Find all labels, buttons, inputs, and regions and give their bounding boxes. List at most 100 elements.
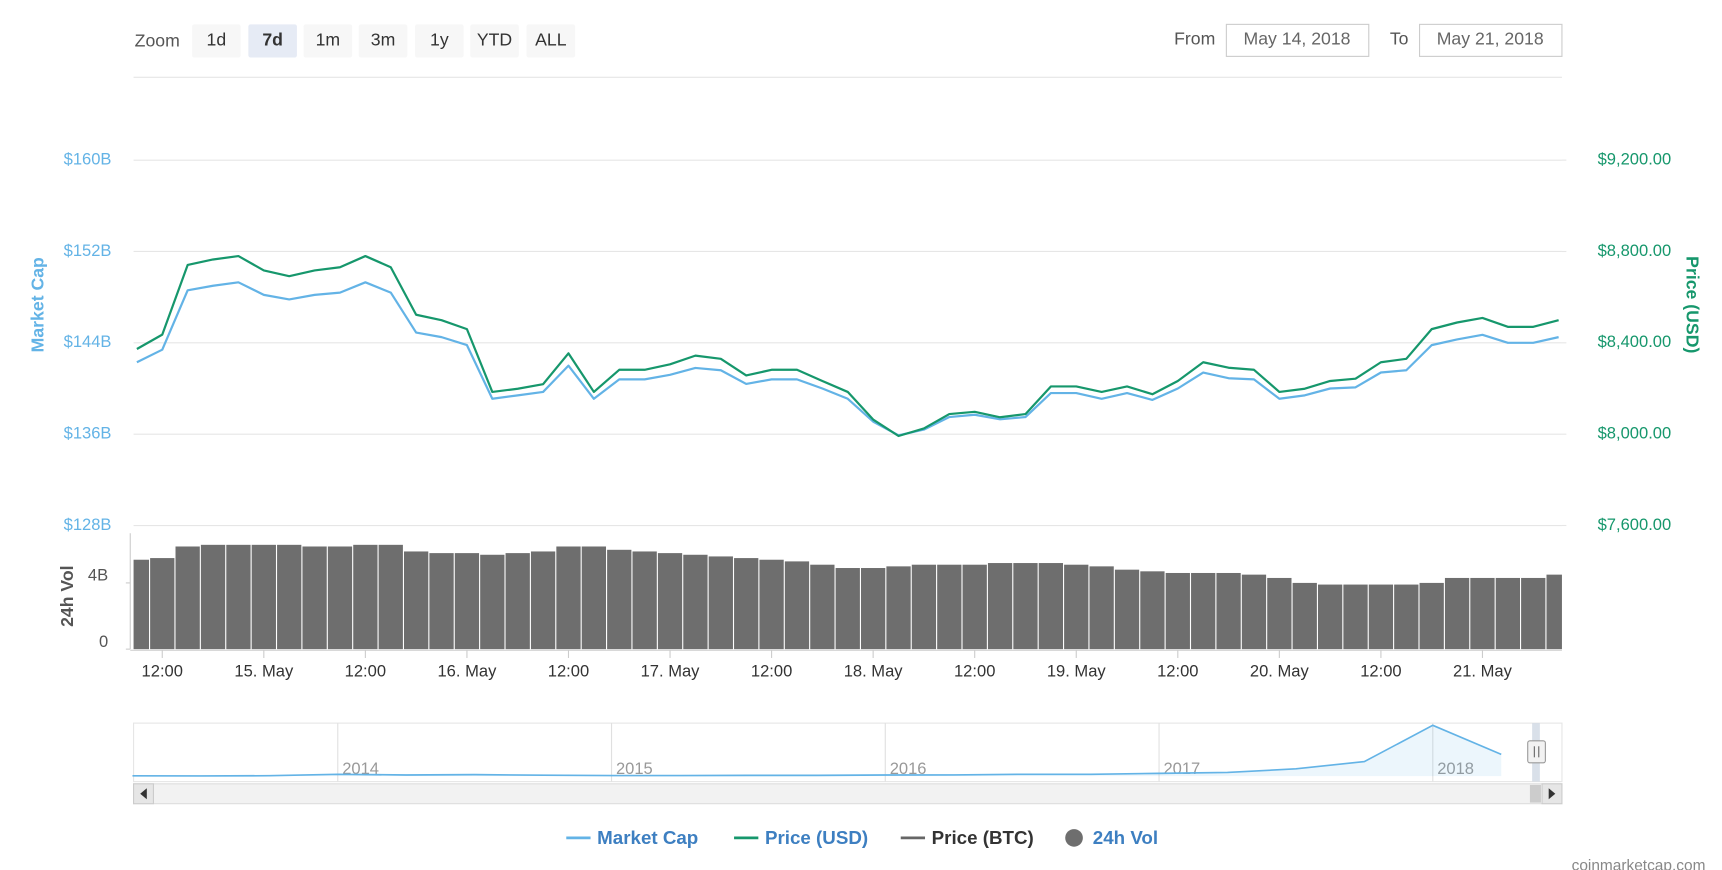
navigator-handle[interactable] (1527, 740, 1546, 764)
volume-bar (378, 544, 403, 650)
volume-bar (1241, 574, 1267, 650)
x-tick-label: 12:00 (1360, 662, 1401, 681)
zoom-button-label[interactable]: 1m (316, 30, 341, 50)
scrollbar[interactable] (133, 783, 1563, 805)
zoom-button[interactable] (358, 24, 408, 58)
zoom-button-label[interactable]: 1y (430, 30, 449, 50)
price-lines (136, 254, 1559, 438)
y-tick-label: $152B (64, 241, 112, 260)
x-tick-label: 20. May (1250, 662, 1310, 681)
volume-bar (530, 551, 556, 650)
y2-tick-label: $8,800.00 (1598, 241, 1672, 260)
zoom-button[interactable] (303, 24, 353, 58)
navigator-tick-label: 2016 (890, 759, 927, 778)
x-tick-label: 19. May (1047, 662, 1107, 681)
y3-axis-title: 24h Vol (57, 565, 77, 626)
zoom-button-label[interactable]: 3m (371, 30, 396, 50)
y2-tick-label: $8,000.00 (1598, 424, 1672, 443)
volume-bar (734, 558, 759, 650)
series-line (136, 254, 1559, 438)
volume-bar (1394, 584, 1419, 650)
volume-bar (200, 544, 226, 650)
navigator[interactable] (133, 722, 1563, 783)
volume-bar (1114, 569, 1140, 650)
zoom-button[interactable] (470, 24, 519, 58)
y-axis-title: Market Cap (27, 257, 47, 352)
legend-label[interactable]: Price (BTC) (932, 827, 1034, 848)
legend-label[interactable]: Market Cap (597, 827, 698, 848)
volume-bar (937, 564, 962, 650)
legend: Market Cap Price (USD) Price (BTC) 24h Vol (566, 827, 1158, 848)
y2-tick-label: $8,400.00 (1598, 332, 1672, 351)
volume-bar (911, 564, 937, 650)
volume-bar (1317, 584, 1343, 650)
volume-bar (302, 546, 327, 650)
legend-label[interactable]: Price (USD) (765, 827, 868, 848)
volume-bar (1343, 584, 1368, 650)
volume-bar (657, 553, 683, 650)
zoom-button-label[interactable]: 1d (207, 30, 227, 50)
to-input[interactable] (1418, 23, 1563, 57)
zoom-button[interactable] (415, 24, 464, 58)
to-date[interactable]: May 21, 2018 (1437, 28, 1544, 48)
y2-tick-label: $7,600.00 (1598, 515, 1672, 534)
x-tick-label: 12:00 (1157, 662, 1198, 681)
zoom-button[interactable] (192, 24, 241, 58)
volume-bar (581, 546, 607, 650)
volume-bar (150, 558, 175, 650)
volume-bar (1013, 563, 1038, 650)
scrollbar-thumb[interactable] (1529, 784, 1541, 803)
volume-bar (480, 554, 505, 650)
volume-bar (1292, 582, 1317, 650)
volume-bar (683, 554, 708, 650)
volume-bar (784, 561, 810, 650)
y-tick-label: $136B (64, 424, 112, 443)
navigator-tick-label: 2015 (616, 759, 653, 778)
navigator-line (132, 724, 1502, 777)
volume-bar (1521, 577, 1546, 650)
x-tick-label: 21. May (1453, 662, 1513, 681)
navigator-area (132, 725, 1502, 777)
series-line (136, 281, 1559, 437)
zoom-button[interactable] (526, 24, 576, 58)
volume-bar (1064, 564, 1089, 650)
x-tick-label: 12:00 (142, 662, 183, 681)
volume-bar (175, 546, 200, 650)
x-tick-label: 17. May (641, 662, 701, 681)
volume-bar (1140, 571, 1165, 650)
volume-bar (962, 564, 987, 650)
x-tick-label: 12:00 (548, 662, 589, 681)
grid (129, 159, 1562, 651)
volume-bar (353, 544, 378, 650)
axis-labels: $128B $136B $144B $152B $160B $7,600.00 $8,000… (64, 150, 1672, 681)
volume-bar (1089, 566, 1114, 650)
volume-bar (277, 544, 302, 650)
to-label: To (1390, 28, 1409, 48)
zoom-button-label[interactable]: ALL (535, 30, 567, 50)
navigator-tick-label: 2014 (342, 759, 379, 778)
from-input[interactable] (1225, 23, 1370, 57)
zoom-button[interactable] (248, 24, 297, 58)
y2-axis-title: Price (USD) (1682, 256, 1702, 353)
x-tick-label: 12:00 (751, 662, 792, 681)
x-tick-label: 12:00 (954, 662, 995, 681)
from-date[interactable]: May 14, 2018 (1244, 28, 1351, 48)
volume-bar (1419, 582, 1444, 650)
y3-tick-label: 4B (88, 566, 108, 585)
zoom-button-label[interactable]: YTD (477, 30, 512, 50)
y-tick-label: $160B (64, 150, 112, 169)
y-tick-label: $144B (64, 332, 112, 351)
volume-bar (454, 553, 480, 650)
volume-bar (1267, 577, 1292, 650)
volume-bar (429, 553, 454, 650)
legend-symbol[interactable] (1065, 829, 1083, 847)
credit: coinmarketcap.com (1572, 858, 1706, 870)
volume-bar (505, 553, 530, 650)
zoom-button-label[interactable]: 7d (262, 30, 283, 50)
legend-label[interactable]: 24h Vol (1093, 827, 1158, 848)
volume-bars (133, 544, 1562, 650)
volume-bar (1470, 577, 1495, 650)
volume-bar (835, 568, 860, 650)
